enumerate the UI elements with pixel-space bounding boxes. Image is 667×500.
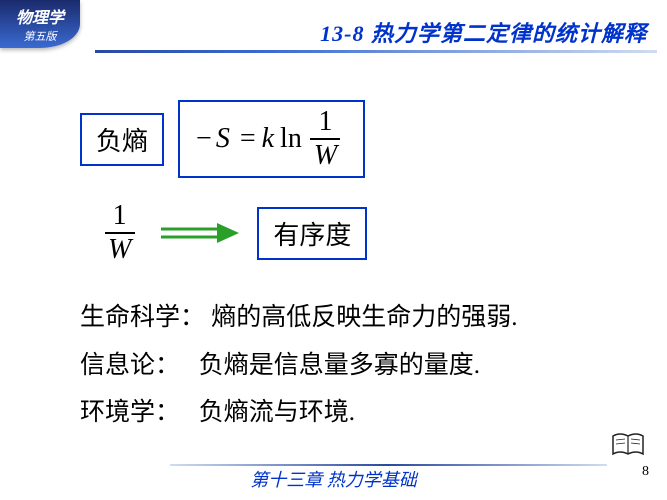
- order-implication-row: 1 W 有序度: [98, 202, 627, 264]
- line-text: 负熵是信息量多寡的量度.: [199, 352, 480, 379]
- line-label: 生命科学：: [80, 304, 205, 331]
- line-environment: 环境学： 负熵流与环境.: [80, 389, 627, 437]
- order-degree-label: 有序度: [257, 207, 367, 260]
- book-icon: [611, 432, 645, 458]
- fraction-1-over-W-standalone: 1 W: [100, 202, 139, 264]
- page-number: 8: [642, 464, 649, 480]
- denominator: W: [306, 140, 345, 170]
- implies-arrow-icon: [159, 222, 239, 244]
- denominator: W: [100, 234, 139, 264]
- line-information-theory: 信息论： 负熵是信息量多寡的量度.: [80, 342, 627, 390]
- line-text: 负熵流与环境.: [199, 399, 355, 426]
- minus-sign: −: [196, 123, 212, 155]
- fraction-1-over-W: 1 W: [306, 108, 345, 170]
- line-text: 熵的高低反映生命力的强弱.: [211, 304, 517, 331]
- badge-title: 物理学: [0, 4, 80, 28]
- textbook-badge: 物理学 第五版: [0, 0, 80, 48]
- equals-sign: =: [240, 123, 256, 155]
- numerator: 1: [105, 202, 135, 234]
- symbol-k: k: [262, 123, 274, 155]
- numerator: 1: [310, 108, 340, 140]
- title-underline: [95, 50, 657, 53]
- line-label: 信息论：: [80, 352, 180, 379]
- line-life-science: 生命科学： 熵的高低反映生命力的强弱.: [80, 294, 627, 342]
- body-text-block: 生命科学： 熵的高低反映生命力的强弱. 信息论： 负熵是信息量多寡的量度. 环境…: [80, 294, 627, 437]
- negentropy-formula-row: 负熵 − S = k ln 1 W: [80, 100, 627, 178]
- negentropy-formula: − S = k ln 1 W: [178, 100, 365, 178]
- line-label: 环境学：: [80, 399, 180, 426]
- section-title: 13-8 热力学第二定律的统计解释: [320, 16, 647, 48]
- badge-edition: 第五版: [0, 28, 80, 44]
- slide-header: 物理学 第五版 13-8 热力学第二定律的统计解释: [0, 0, 667, 60]
- chapter-footer: 第十三章 热力学基础: [0, 466, 667, 492]
- symbol-S: S: [216, 123, 230, 155]
- negentropy-label: 负熵: [80, 113, 164, 166]
- ln-operator: ln: [280, 123, 302, 155]
- slide-body: 负熵 − S = k ln 1 W 1 W 有序度 生命: [80, 100, 627, 437]
